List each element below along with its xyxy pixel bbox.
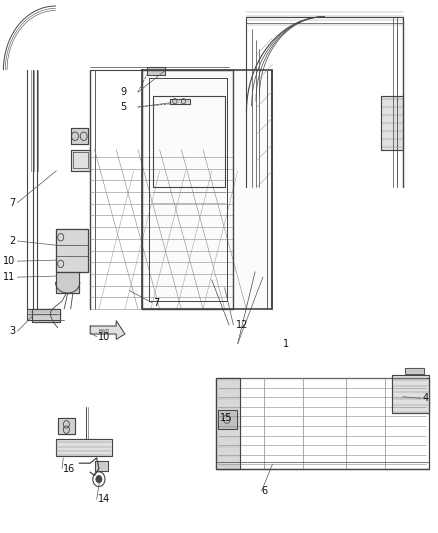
Polygon shape: [32, 309, 60, 322]
Text: 9: 9: [120, 87, 127, 97]
Text: 14: 14: [98, 494, 110, 504]
Polygon shape: [405, 368, 424, 374]
Text: 1: 1: [283, 338, 290, 349]
Polygon shape: [95, 461, 108, 471]
Text: 10: 10: [4, 256, 16, 266]
Text: 2: 2: [9, 236, 16, 246]
Polygon shape: [218, 410, 237, 429]
Polygon shape: [56, 439, 112, 456]
Text: 7: 7: [153, 297, 159, 308]
Polygon shape: [142, 70, 272, 309]
Text: 11: 11: [4, 272, 16, 282]
Text: FWD: FWD: [99, 329, 110, 334]
Polygon shape: [381, 96, 403, 150]
Polygon shape: [216, 378, 240, 469]
Text: 10: 10: [98, 332, 110, 342]
Circle shape: [96, 475, 102, 483]
Polygon shape: [56, 272, 79, 293]
Text: 6: 6: [261, 486, 268, 496]
Polygon shape: [56, 229, 88, 272]
Text: 3: 3: [10, 326, 16, 336]
Polygon shape: [71, 128, 88, 144]
Text: 5: 5: [120, 102, 127, 112]
Text: 16: 16: [64, 464, 76, 473]
Polygon shape: [392, 375, 429, 413]
Polygon shape: [71, 150, 90, 171]
Polygon shape: [170, 99, 190, 104]
Polygon shape: [90, 321, 125, 340]
Polygon shape: [27, 309, 60, 320]
Text: 15: 15: [220, 413, 233, 423]
Polygon shape: [147, 67, 165, 75]
Text: 7: 7: [9, 198, 16, 208]
Text: 4: 4: [422, 393, 428, 403]
Text: 12: 12: [236, 320, 248, 330]
Polygon shape: [58, 418, 75, 434]
